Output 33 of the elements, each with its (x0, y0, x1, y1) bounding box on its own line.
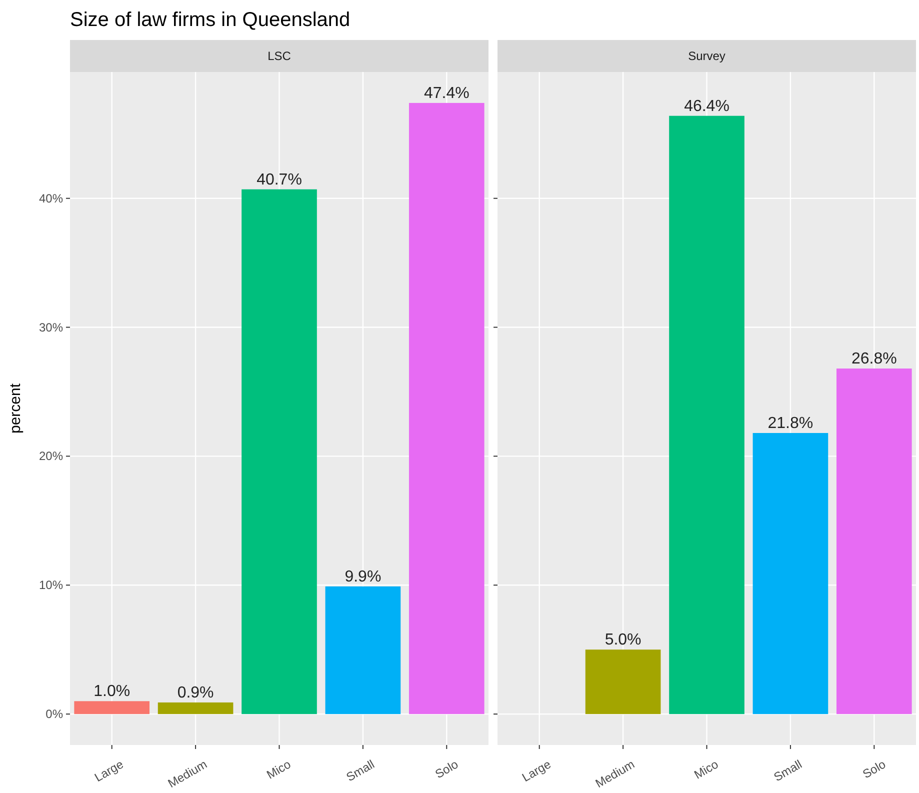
data-label: 46.4% (684, 98, 730, 115)
x-tick-label: Solo (432, 756, 461, 782)
y-tick-label: 40% (38, 191, 64, 206)
data-label: 9.9% (344, 568, 382, 586)
chart-subtitle: Survey (688, 49, 726, 63)
bar (158, 702, 234, 714)
bar (585, 650, 661, 714)
y-tick-label: 0% (46, 707, 64, 722)
data-label: 0.9% (177, 684, 214, 702)
data-label: 1.0% (94, 683, 130, 700)
bar (408, 102, 484, 714)
bar (752, 432, 828, 714)
data-label: 47.4% (424, 84, 470, 102)
bar (669, 116, 744, 714)
data-label: 21.8% (768, 414, 814, 432)
chart-title: Size of law firms in Queensland (70, 9, 350, 31)
x-tick-label: Large (520, 756, 554, 785)
bar (74, 701, 150, 714)
bar (325, 586, 401, 714)
x-tick-label: Mico (692, 756, 721, 782)
x-tick-label: Solo (860, 756, 888, 782)
bar (242, 189, 317, 714)
data-label: 26.8% (851, 350, 897, 368)
data-label: 5.0% (604, 632, 642, 649)
y-tick-label: 10% (38, 578, 64, 592)
data-label: 40.7% (256, 171, 302, 188)
x-tick-label: Large (92, 756, 126, 785)
x-tick-label: Mico (264, 756, 294, 782)
y-axis-title: percent (7, 382, 24, 434)
chart-subtitle: LSC (268, 49, 292, 63)
y-tick-label: 30% (38, 320, 64, 334)
y-tick-label: 20% (38, 449, 64, 464)
bar (836, 368, 912, 714)
